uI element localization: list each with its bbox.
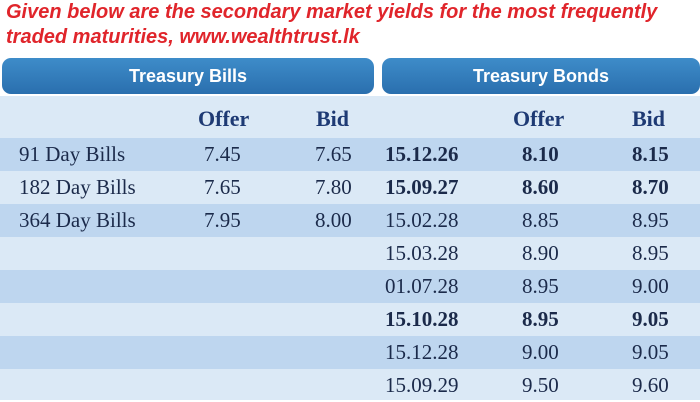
bond-offer: 8.85 bbox=[522, 208, 559, 232]
bills-offer-header: Offer bbox=[198, 106, 250, 131]
bill-offer: 7.95 bbox=[204, 208, 241, 232]
bond-offer: 9.00 bbox=[522, 340, 559, 364]
table-row: 182 Day Bills 7.65 7.80 15.09.27 8.60 8.… bbox=[0, 171, 700, 204]
bond-maturity: 01.07.28 bbox=[385, 274, 459, 298]
yields-table: Offer Bid Offer Bid 91 Day Bills 7.45 7.… bbox=[0, 96, 700, 400]
intro-text: Given below are the secondary market yie… bbox=[6, 0, 696, 50]
table-row: 15.10.28 8.95 9.05 bbox=[0, 303, 700, 336]
bond-offer: 8.60 bbox=[522, 175, 559, 199]
bond-maturity: 15.12.26 bbox=[385, 142, 459, 166]
table-row: 15.12.28 9.00 9.05 bbox=[0, 336, 700, 369]
table-row: 15.09.29 9.50 9.60 bbox=[0, 369, 700, 402]
bond-bid: 9.05 bbox=[632, 307, 669, 331]
bond-offer: 8.10 bbox=[522, 142, 559, 166]
bill-bid: 8.00 bbox=[315, 208, 352, 232]
bond-maturity: 15.02.28 bbox=[385, 208, 459, 232]
bond-bid: 9.60 bbox=[632, 373, 669, 397]
column-header-row: Offer Bid Offer Bid bbox=[0, 102, 700, 135]
bond-offer: 8.95 bbox=[522, 307, 559, 331]
treasury-bills-header: Treasury Bills bbox=[2, 58, 374, 94]
treasury-bonds-header: Treasury Bonds bbox=[382, 58, 700, 94]
bills-bid-header: Bid bbox=[316, 106, 350, 131]
bond-offer: 8.90 bbox=[522, 241, 559, 265]
bond-maturity: 15.12.28 bbox=[385, 340, 459, 364]
table-row: 364 Day Bills 7.95 8.00 15.02.28 8.85 8.… bbox=[0, 204, 700, 237]
table-row: 15.03.28 8.90 8.95 bbox=[0, 237, 700, 270]
bill-offer: 7.65 bbox=[204, 175, 241, 199]
bonds-offer-header: Offer bbox=[513, 106, 565, 131]
table-row: 91 Day Bills 7.45 7.65 15.12.26 8.10 8.1… bbox=[0, 138, 700, 171]
bill-name: 182 Day Bills bbox=[19, 175, 136, 199]
bond-bid: 8.70 bbox=[632, 175, 669, 199]
bond-bid: 8.95 bbox=[632, 208, 669, 232]
bond-maturity: 15.10.28 bbox=[385, 307, 459, 331]
table-row: 01.07.28 8.95 9.00 bbox=[0, 270, 700, 303]
bill-offer: 7.45 bbox=[204, 142, 241, 166]
bond-bid: 9.05 bbox=[632, 340, 669, 364]
intro-line-2: traded maturities, www.wealthtrust.lk bbox=[6, 26, 360, 48]
bond-offer: 9.50 bbox=[522, 373, 559, 397]
bond-maturity: 15.09.29 bbox=[385, 373, 459, 397]
bond-bid: 9.00 bbox=[632, 274, 669, 298]
bond-maturity: 15.03.28 bbox=[385, 241, 459, 265]
intro-line-1: Given below are the secondary market yie… bbox=[6, 1, 658, 23]
bond-bid: 8.15 bbox=[632, 142, 669, 166]
bill-bid: 7.80 bbox=[315, 175, 352, 199]
bill-bid: 7.65 bbox=[315, 142, 352, 166]
bill-name: 364 Day Bills bbox=[19, 208, 136, 232]
bill-name: 91 Day Bills bbox=[19, 142, 126, 166]
bonds-bid-header: Bid bbox=[632, 106, 666, 131]
bond-offer: 8.95 bbox=[522, 274, 559, 298]
bond-bid: 8.95 bbox=[632, 241, 669, 265]
bond-maturity: 15.09.27 bbox=[385, 175, 459, 199]
